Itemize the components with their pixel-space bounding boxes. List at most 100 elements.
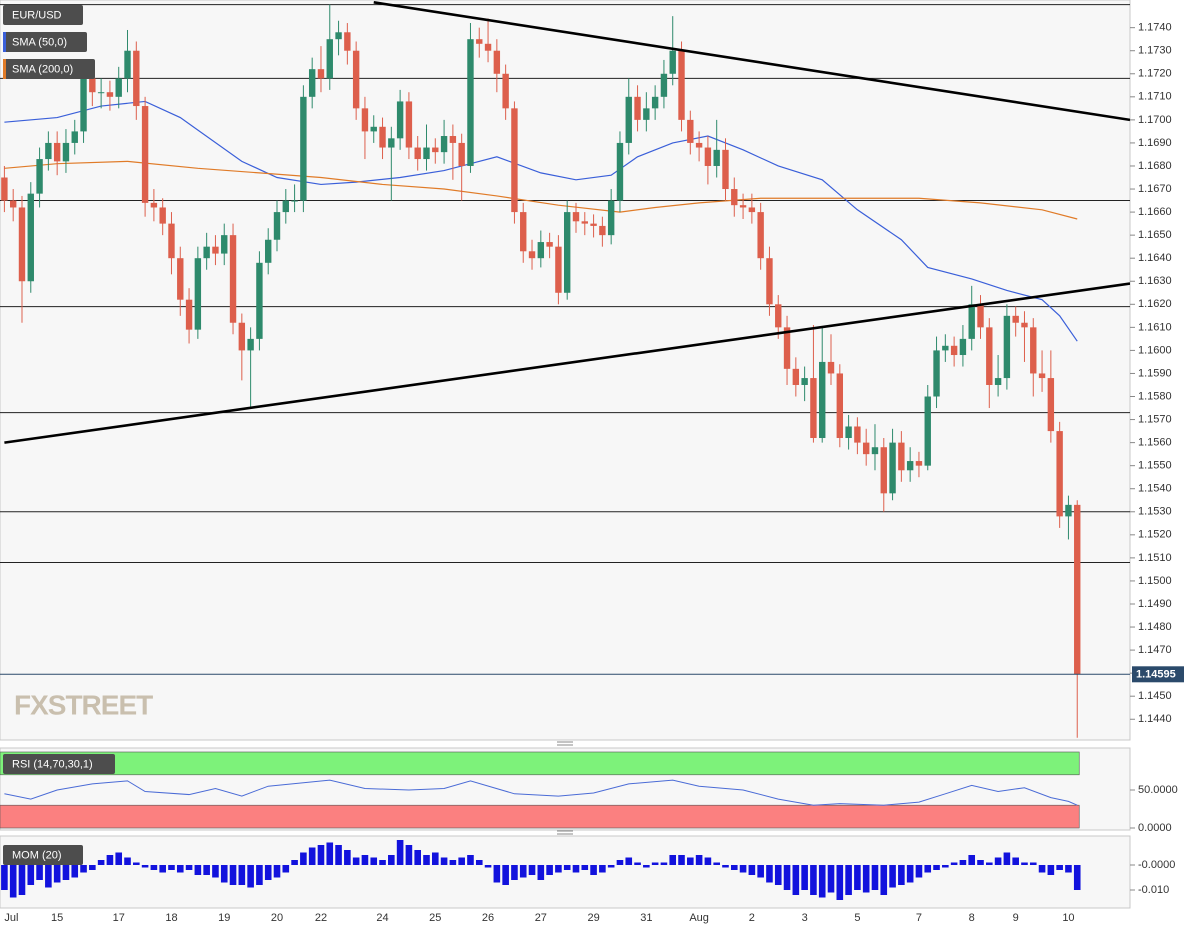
legend-label: SMA (50,0) <box>12 36 67 48</box>
mom-bar <box>1029 862 1037 865</box>
candle-body <box>801 378 808 385</box>
mom-bar <box>62 865 70 880</box>
mom-bar <box>660 862 668 865</box>
candle-body <box>827 361 835 374</box>
mom-bar <box>801 865 808 890</box>
mom-bar <box>572 865 580 873</box>
candle-body <box>212 246 219 254</box>
candle-body <box>36 159 43 194</box>
mom-bar <box>36 865 43 880</box>
candle-body <box>308 69 316 97</box>
candle-body <box>133 50 140 107</box>
candle-body <box>810 378 817 439</box>
mom-bar <box>89 865 96 870</box>
candle-body <box>889 442 896 494</box>
x-tick-label: 7 <box>916 912 922 924</box>
candle-body <box>590 223 597 226</box>
mom-bar <box>203 865 210 875</box>
candle-body <box>704 147 712 166</box>
x-tick-label: 26 <box>482 912 494 924</box>
candle-body <box>1012 315 1019 323</box>
mom-bar <box>862 865 870 893</box>
candle-body <box>247 338 254 351</box>
mom-bar <box>590 865 597 875</box>
mom-bar <box>27 865 35 885</box>
mom-bar <box>1012 857 1019 865</box>
x-tick-label: Aug <box>689 912 709 924</box>
candle-body <box>317 69 325 79</box>
candle-body <box>9 200 17 208</box>
mom-bar <box>291 860 298 865</box>
legend-label: MOM (20) <box>12 849 62 861</box>
mom-bar <box>678 855 685 865</box>
candle-body <box>502 73 509 109</box>
watermark: FXSTREET <box>14 689 153 720</box>
y-tick-label: 1.1740 <box>1138 22 1172 34</box>
candle-body <box>616 142 624 201</box>
x-tick-label: 19 <box>218 912 230 924</box>
mom-bar <box>854 865 861 890</box>
y-tick-label: 1.1500 <box>1138 575 1172 587</box>
mom-bar <box>1056 865 1063 870</box>
x-tick-label: 9 <box>1013 912 1019 924</box>
candle-body <box>282 200 289 213</box>
resize-handle[interactable] <box>557 830 573 835</box>
candle-body <box>563 212 571 293</box>
x-tick-label: 18 <box>165 912 177 924</box>
y-tick-label: 1.1600 <box>1138 344 1172 356</box>
candle-body <box>669 50 676 74</box>
mom-bar <box>256 865 263 885</box>
mom-bar <box>238 865 246 885</box>
y-tick-label: 1.1720 <box>1138 68 1172 80</box>
mom-bar <box>1038 865 1046 873</box>
candle-body <box>361 108 369 132</box>
candle-body <box>607 200 615 236</box>
mom-bar <box>924 865 932 873</box>
mom-bar <box>643 865 650 868</box>
mom-bar <box>836 865 844 900</box>
y-tick-label: 1.1520 <box>1138 529 1172 541</box>
y-tick-label: 1.1580 <box>1138 390 1172 402</box>
mom-bar <box>264 865 272 880</box>
mom-bar <box>528 865 536 875</box>
candle-body <box>493 50 501 74</box>
candle-body <box>238 322 246 351</box>
candle-body <box>651 96 659 109</box>
mom-bar <box>1021 862 1028 865</box>
mom-bar <box>959 860 967 865</box>
mom-bar <box>361 855 369 865</box>
candle-body <box>194 258 202 330</box>
mom-bar <box>739 865 747 873</box>
y-tick-label: 1.1440 <box>1138 713 1172 725</box>
mom-bar <box>335 845 342 865</box>
x-tick-label: 15 <box>51 912 63 924</box>
mom-bar <box>880 865 888 895</box>
candle-body <box>344 32 351 51</box>
candle-body <box>599 225 606 236</box>
mom-bar <box>968 855 976 865</box>
mom-bar <box>185 865 193 870</box>
mom-bar <box>942 865 949 868</box>
resize-handle[interactable] <box>557 741 573 746</box>
mom-bar <box>889 865 896 888</box>
mom-bar <box>827 865 835 893</box>
mom-bar <box>308 847 316 865</box>
candle-body <box>572 212 580 222</box>
candle-body <box>1021 322 1028 328</box>
candle-body <box>854 426 861 443</box>
candle-body <box>388 138 395 148</box>
x-tick-label: 8 <box>969 912 975 924</box>
x-tick-label: 31 <box>640 912 652 924</box>
mom-bar <box>871 865 879 890</box>
candle-body <box>986 327 993 385</box>
candle-body <box>1030 327 1037 374</box>
candle-body <box>150 202 158 208</box>
legend-swatch <box>3 32 6 52</box>
mom-bar <box>405 845 413 865</box>
mom-bar <box>141 865 149 868</box>
candle-body <box>520 212 527 252</box>
y-tick-label: 1.1530 <box>1138 506 1172 518</box>
mom-bar <box>414 850 422 865</box>
y-tick-label: 1.1510 <box>1138 552 1172 564</box>
